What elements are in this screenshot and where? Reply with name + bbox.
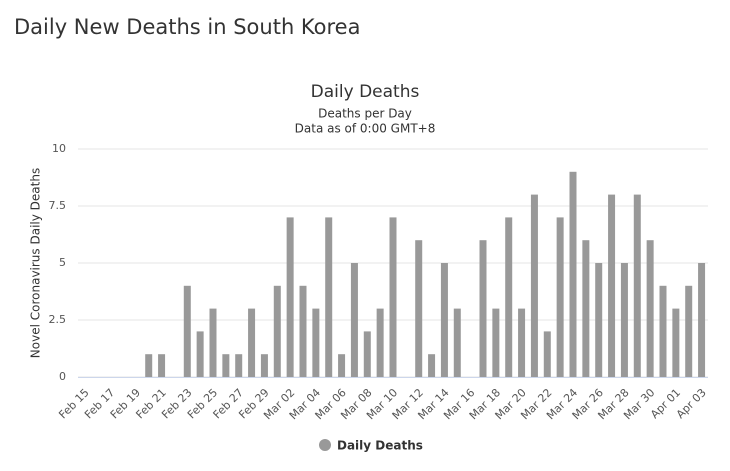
bar <box>582 240 590 377</box>
bar <box>248 308 256 377</box>
chart-title: Daily Deaths <box>311 82 420 102</box>
bar <box>209 308 217 377</box>
bar <box>376 308 384 377</box>
bar <box>363 331 371 377</box>
bar <box>235 354 243 377</box>
legend-label: Daily Deaths <box>337 439 423 453</box>
bar <box>698 263 706 377</box>
bar <box>543 331 551 377</box>
bar <box>350 263 358 377</box>
bar <box>338 354 346 377</box>
bar <box>325 217 333 377</box>
bar <box>569 171 577 377</box>
bar <box>440 263 448 377</box>
bar <box>505 217 513 377</box>
bar <box>659 285 667 377</box>
bar <box>556 217 564 377</box>
bar <box>183 285 191 377</box>
bar <box>312 308 320 377</box>
y-tick-label: 7.5 <box>49 199 67 212</box>
legend-symbol <box>319 439 331 451</box>
bar <box>608 194 616 377</box>
bar <box>672 308 680 377</box>
page-heading: Daily New Deaths in South Korea <box>14 15 360 39</box>
chart-subtitle: Deaths per Day <box>318 107 412 121</box>
bar <box>479 240 487 377</box>
chart-note: Data as of 0:00 GMT+8 <box>295 122 436 136</box>
bar <box>260 354 268 377</box>
bar <box>620 263 628 377</box>
bar <box>530 194 538 377</box>
bar <box>273 285 281 377</box>
bar <box>145 354 153 377</box>
y-tick-label: 0 <box>59 370 66 383</box>
bar <box>453 308 461 377</box>
bar <box>492 308 500 377</box>
bar <box>633 194 641 377</box>
bar <box>428 354 436 377</box>
bar <box>415 240 423 377</box>
bar <box>595 263 603 377</box>
y-tick-label: 10 <box>52 142 66 155</box>
bar <box>518 308 526 377</box>
bar <box>299 285 307 377</box>
bar <box>196 331 204 377</box>
y-axis-label: Novel Coronavirus Daily Deaths <box>29 168 43 358</box>
bar <box>389 217 397 377</box>
bar <box>286 217 294 377</box>
y-tick-label: 2.5 <box>49 313 67 326</box>
bar <box>685 285 693 377</box>
bar <box>222 354 230 377</box>
bar <box>158 354 166 377</box>
bar <box>646 240 654 377</box>
y-tick-label: 5 <box>59 256 66 269</box>
